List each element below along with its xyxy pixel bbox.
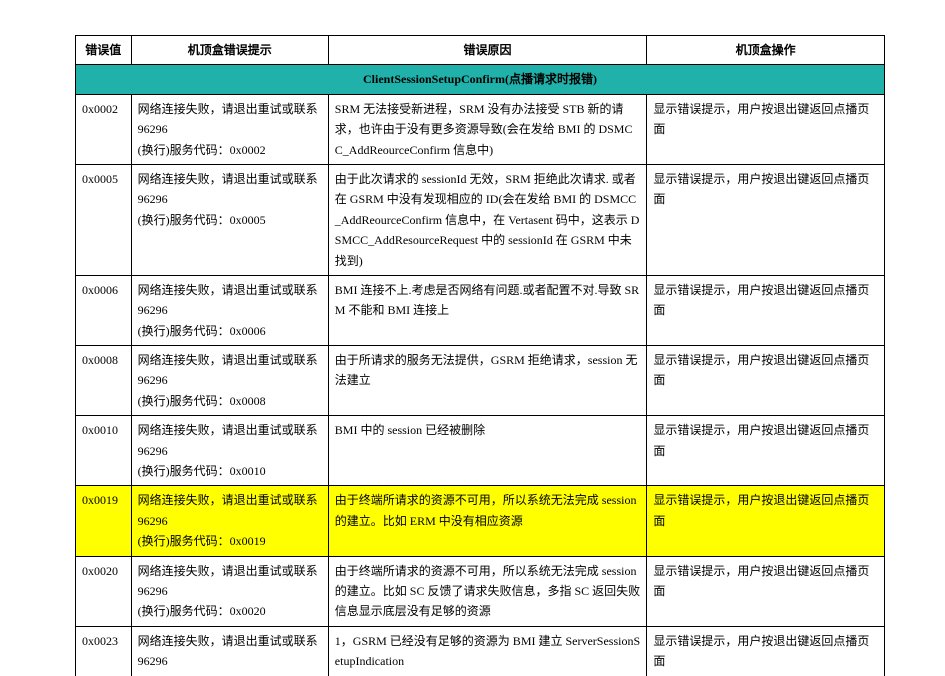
cell-action: 显示错误提示，用户按退出键返回点播页面 xyxy=(647,94,885,164)
table-header-row: 错误值 机顶盒错误提示 错误原因 机顶盒操作 xyxy=(76,36,885,65)
cell-code: 0x0002 xyxy=(76,94,132,164)
table-row: 0x0010网络连接失败，请退出重试或联系96296(换行)服务代码：0x001… xyxy=(76,416,885,486)
cell-code: 0x0008 xyxy=(76,346,132,416)
col-header-action: 机顶盒操作 xyxy=(647,36,885,65)
table-row: 0x0020网络连接失败，请退出重试或联系96296(换行)服务代码：0x002… xyxy=(76,556,885,626)
cell-prompt: 网络连接失败，请退出重试或联系96296(换行)服务代码：0x0006 xyxy=(131,275,328,345)
cell-prompt: 网络连接失败，请退出重试或联系96296(换行)服务代码：0x0008 xyxy=(131,346,328,416)
cell-action: 显示错误提示，用户按退出键返回点播页面 xyxy=(647,486,885,556)
error-table-body: ClientSessionSetupConfirm(点播请求时报错) 0x000… xyxy=(76,65,885,676)
cell-code: 0x0005 xyxy=(76,164,132,275)
col-header-reason: 错误原因 xyxy=(328,36,647,65)
cell-reason: BMI 连接不上.考虑是否网络有问题.或者配置不对.导致 SRM 不能和 BMI… xyxy=(328,275,647,345)
cell-reason: BMI 中的 session 已经被删除 xyxy=(328,416,647,486)
cell-prompt: 网络连接失败，请退出重试或联系96296(换行)服务代码：0x0020 xyxy=(131,556,328,626)
cell-reason: 由于终端所请求的资源不可用，所以系统无法完成 session 的建立。比如 ER… xyxy=(328,486,647,556)
cell-action: 显示错误提示，用户按退出键返回点播页面 xyxy=(647,275,885,345)
error-code-table: 错误值 机顶盒错误提示 错误原因 机顶盒操作 ClientSessionSetu… xyxy=(75,35,885,676)
cell-reason: 由于此次请求的 sessionId 无效，SRM 拒绝此次请求. 或者在 GSR… xyxy=(328,164,647,275)
cell-code: 0x0019 xyxy=(76,486,132,556)
page: 错误值 机顶盒错误提示 错误原因 机顶盒操作 ClientSessionSetu… xyxy=(0,0,945,676)
cell-prompt: 网络连接失败，请退出重试或联系96296(换行)服务代码：0x0005 xyxy=(131,164,328,275)
table-row: 0x0002网络连接失败，请退出重试或联系96296(换行)服务代码：0x000… xyxy=(76,94,885,164)
col-header-prompt: 机顶盒错误提示 xyxy=(131,36,328,65)
col-header-code: 错误值 xyxy=(76,36,132,65)
cell-code: 0x0020 xyxy=(76,556,132,626)
table-row: 0x0023网络连接失败，请退出重试或联系962961，GSRM 已经没有足够的… xyxy=(76,626,885,675)
cell-prompt: 网络连接失败，请退出重试或联系96296(换行)服务代码：0x0002 xyxy=(131,94,328,164)
cell-prompt: 网络连接失败，请退出重试或联系96296 xyxy=(131,626,328,675)
cell-code: 0x0006 xyxy=(76,275,132,345)
table-row: 0x0019网络连接失败，请退出重试或联系96296(换行)服务代码：0x001… xyxy=(76,486,885,556)
table-row: 0x0006网络连接失败，请退出重试或联系96296(换行)服务代码：0x000… xyxy=(76,275,885,345)
cell-reason: 1，GSRM 已经没有足够的资源为 BMI 建立 ServerSessionSe… xyxy=(328,626,647,675)
cell-reason: SRM 无法接受新进程，SRM 没有办法接受 STB 新的请求，也许由于没有更多… xyxy=(328,94,647,164)
cell-action: 显示错误提示，用户按退出键返回点播页面 xyxy=(647,556,885,626)
cell-action: 显示错误提示，用户按退出键返回点播页面 xyxy=(647,346,885,416)
cell-reason: 由于终端所请求的资源不可用，所以系统无法完成 session 的建立。比如 SC… xyxy=(328,556,647,626)
table-row: 0x0008网络连接失败，请退出重试或联系96296(换行)服务代码：0x000… xyxy=(76,346,885,416)
cell-action: 显示错误提示，用户按退出键返回点播页面 xyxy=(647,416,885,486)
cell-action: 显示错误提示，用户按退出键返回点播页面 xyxy=(647,164,885,275)
cell-prompt: 网络连接失败，请退出重试或联系96296(换行)服务代码：0x0010 xyxy=(131,416,328,486)
cell-prompt: 网络连接失败，请退出重试或联系96296(换行)服务代码：0x0019 xyxy=(131,486,328,556)
section-title-row: ClientSessionSetupConfirm(点播请求时报错) xyxy=(76,65,885,94)
cell-code: 0x0010 xyxy=(76,416,132,486)
cell-action: 显示错误提示，用户按退出键返回点播页面 xyxy=(647,626,885,675)
section-title-cell: ClientSessionSetupConfirm(点播请求时报错) xyxy=(76,65,885,94)
cell-reason: 由于所请求的服务无法提供，GSRM 拒绝请求，session 无法建立 xyxy=(328,346,647,416)
table-row: 0x0005网络连接失败，请退出重试或联系96296(换行)服务代码：0x000… xyxy=(76,164,885,275)
cell-code: 0x0023 xyxy=(76,626,132,675)
